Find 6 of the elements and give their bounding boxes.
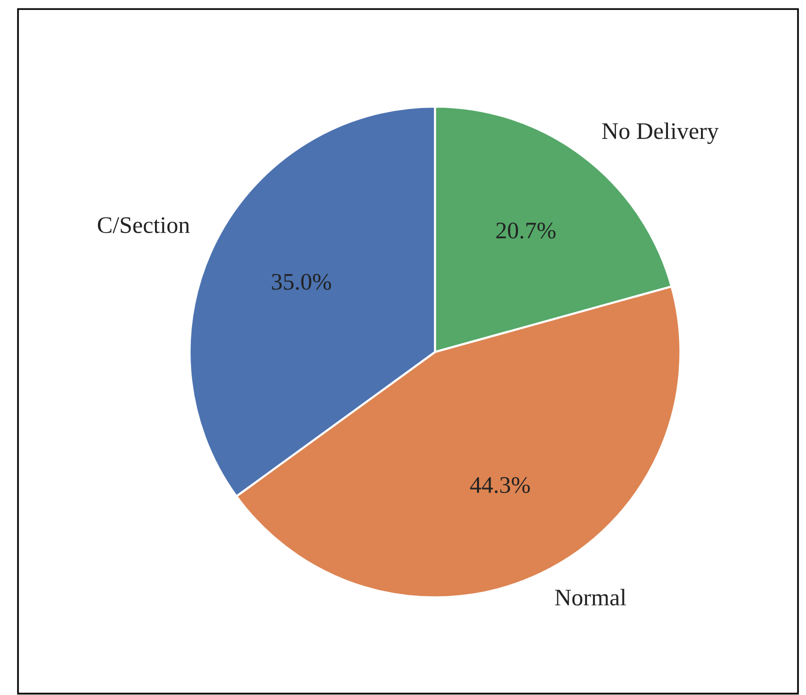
data-label: 20.7% (496, 222, 556, 239)
data-label: 44.3% (470, 477, 530, 494)
slice-label: No Delivery (602, 122, 719, 144)
slice-label: Normal (555, 588, 626, 606)
data-label: 35.0% (272, 274, 332, 290)
slice-label: C/Section (98, 217, 190, 234)
